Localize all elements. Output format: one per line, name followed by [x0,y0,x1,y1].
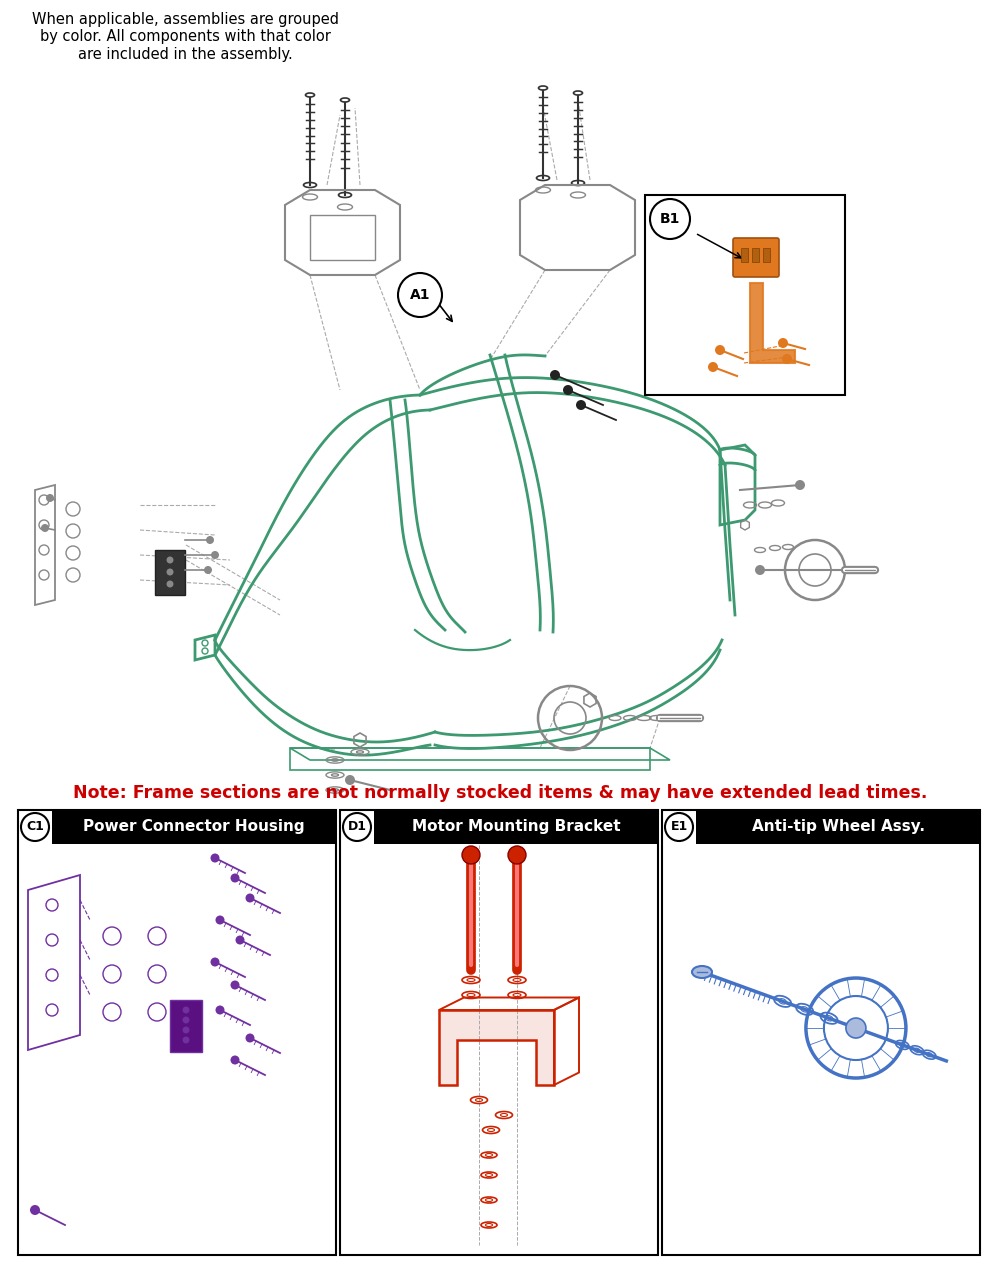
Ellipse shape [538,86,548,90]
Circle shape [216,916,224,925]
Circle shape [204,566,212,574]
Circle shape [795,480,805,490]
Circle shape [30,1205,40,1215]
Text: Power Connector Housing: Power Connector Housing [83,820,305,835]
Text: When applicable, assemblies are grouped
by color. All components with that color: When applicable, assemblies are grouped … [32,11,338,62]
Circle shape [166,556,174,564]
Text: Anti-tip Wheel Assy.: Anti-tip Wheel Assy. [752,820,924,835]
Polygon shape [750,283,795,364]
Circle shape [182,1016,190,1024]
Circle shape [182,1036,190,1044]
Circle shape [345,775,355,786]
Bar [18,810,336,1256]
Ellipse shape [340,98,350,103]
Bar [752,248,759,262]
Polygon shape [439,1010,554,1085]
Circle shape [715,345,725,355]
Circle shape [563,385,573,395]
Circle shape [782,353,792,364]
Circle shape [236,935,244,944]
Circle shape [182,1006,190,1014]
Text: C1: C1 [26,821,44,834]
Circle shape [230,1055,240,1064]
Text: B1: B1 [660,212,680,226]
Text: Motor Mounting Bracket: Motor Mounting Bracket [412,820,620,835]
Circle shape [210,854,220,863]
Circle shape [846,1017,866,1038]
Bar [170,1000,202,1052]
Bar [155,550,185,595]
Text: E1: E1 [670,821,688,834]
Circle shape [550,370,560,380]
Bar [763,248,770,262]
Circle shape [230,873,240,883]
Ellipse shape [306,92,314,98]
Bar [645,195,845,395]
Circle shape [462,846,480,864]
Circle shape [166,569,174,575]
Circle shape [755,565,765,575]
Circle shape [166,580,174,588]
Circle shape [230,981,240,990]
Bar [374,810,658,844]
Circle shape [182,1026,190,1034]
Text: Note: Frame sections are not normally stocked items & may have extended lead tim: Note: Frame sections are not normally st… [73,784,927,802]
Circle shape [216,1006,224,1015]
Circle shape [508,846,526,864]
Circle shape [246,893,254,902]
Bar [696,810,980,844]
Circle shape [778,338,788,348]
Circle shape [576,400,586,411]
Circle shape [246,1034,254,1043]
Circle shape [41,525,49,532]
Text: A1: A1 [410,288,430,302]
Circle shape [206,536,214,544]
Bar [52,810,336,844]
Bar [340,810,658,1256]
Text: D1: D1 [348,821,366,834]
Bar [290,748,650,770]
Circle shape [210,958,220,967]
Bar [741,248,748,262]
Circle shape [46,494,54,502]
FancyBboxPatch shape [733,238,779,277]
Circle shape [211,551,219,559]
Ellipse shape [692,965,712,978]
Bar [662,810,980,1256]
Circle shape [708,362,718,372]
Ellipse shape [574,91,582,95]
